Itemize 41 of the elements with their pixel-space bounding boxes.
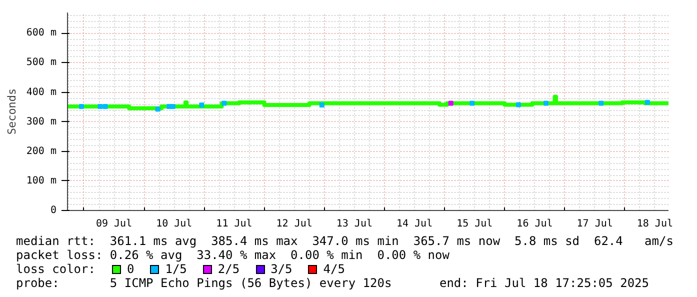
legend-label: 0 xyxy=(127,262,134,276)
x-tick-label: 18 Jul xyxy=(636,218,673,230)
x-tick-label: 17 Jul xyxy=(576,218,613,230)
point xyxy=(98,104,103,109)
legend-label: 1/5 xyxy=(165,262,187,276)
y-tick-label: 100 m xyxy=(26,175,57,186)
point xyxy=(598,100,604,106)
legend-label: 2/5 xyxy=(218,262,240,276)
y-tick-label: 300 m xyxy=(26,116,57,128)
point xyxy=(199,102,204,108)
y-tick-label: 600 m xyxy=(26,28,57,39)
point xyxy=(516,102,521,108)
point xyxy=(222,100,227,106)
x-tick-label: 09 Jul xyxy=(96,218,132,230)
x-tick-label: 16 Jul xyxy=(516,218,553,230)
text: probe: 5 ICMP Echo Pings (56 Bytes) every 120s xyxy=(16,276,392,290)
x-tick-label: 10 Jul xyxy=(156,218,192,230)
y-axis-title: Seconds xyxy=(5,88,18,135)
point xyxy=(448,100,454,106)
x-tick-label: 12 Jul xyxy=(276,218,312,230)
point xyxy=(644,100,650,105)
point xyxy=(102,104,108,109)
text: end: Fri Jul 18 17:25:05 2025 xyxy=(439,276,649,290)
point xyxy=(544,100,549,106)
x-tick-label: 13 Jul xyxy=(336,218,372,230)
y-tick-label: 500 m xyxy=(26,57,57,68)
x-tick-label: 15 Jul xyxy=(456,218,493,230)
legend-label: 4/5 xyxy=(323,262,345,276)
x-tick-label: 14 Jul xyxy=(396,218,433,230)
text: median rtt: 361.1 ms avg 385.4 ms max 347.0 ms min 365.7 ms now 5.8 ms sd 62.4 am/s xyxy=(16,234,674,248)
y-tick-label: 200 m xyxy=(26,146,57,157)
y-tick-label: 0 xyxy=(50,205,57,216)
legend-title: loss color: xyxy=(16,262,96,276)
point xyxy=(470,100,475,106)
point xyxy=(155,106,160,112)
y-tick-label: 400 m xyxy=(26,86,57,98)
x-tick-label: 11 Jul xyxy=(216,218,252,230)
point xyxy=(319,102,324,108)
legend-label: 3/5 xyxy=(270,262,292,276)
point xyxy=(78,104,84,109)
text: packet loss: 0.26 % avg 33.40 % max 0.00 % min 0.00 % now xyxy=(16,248,450,262)
